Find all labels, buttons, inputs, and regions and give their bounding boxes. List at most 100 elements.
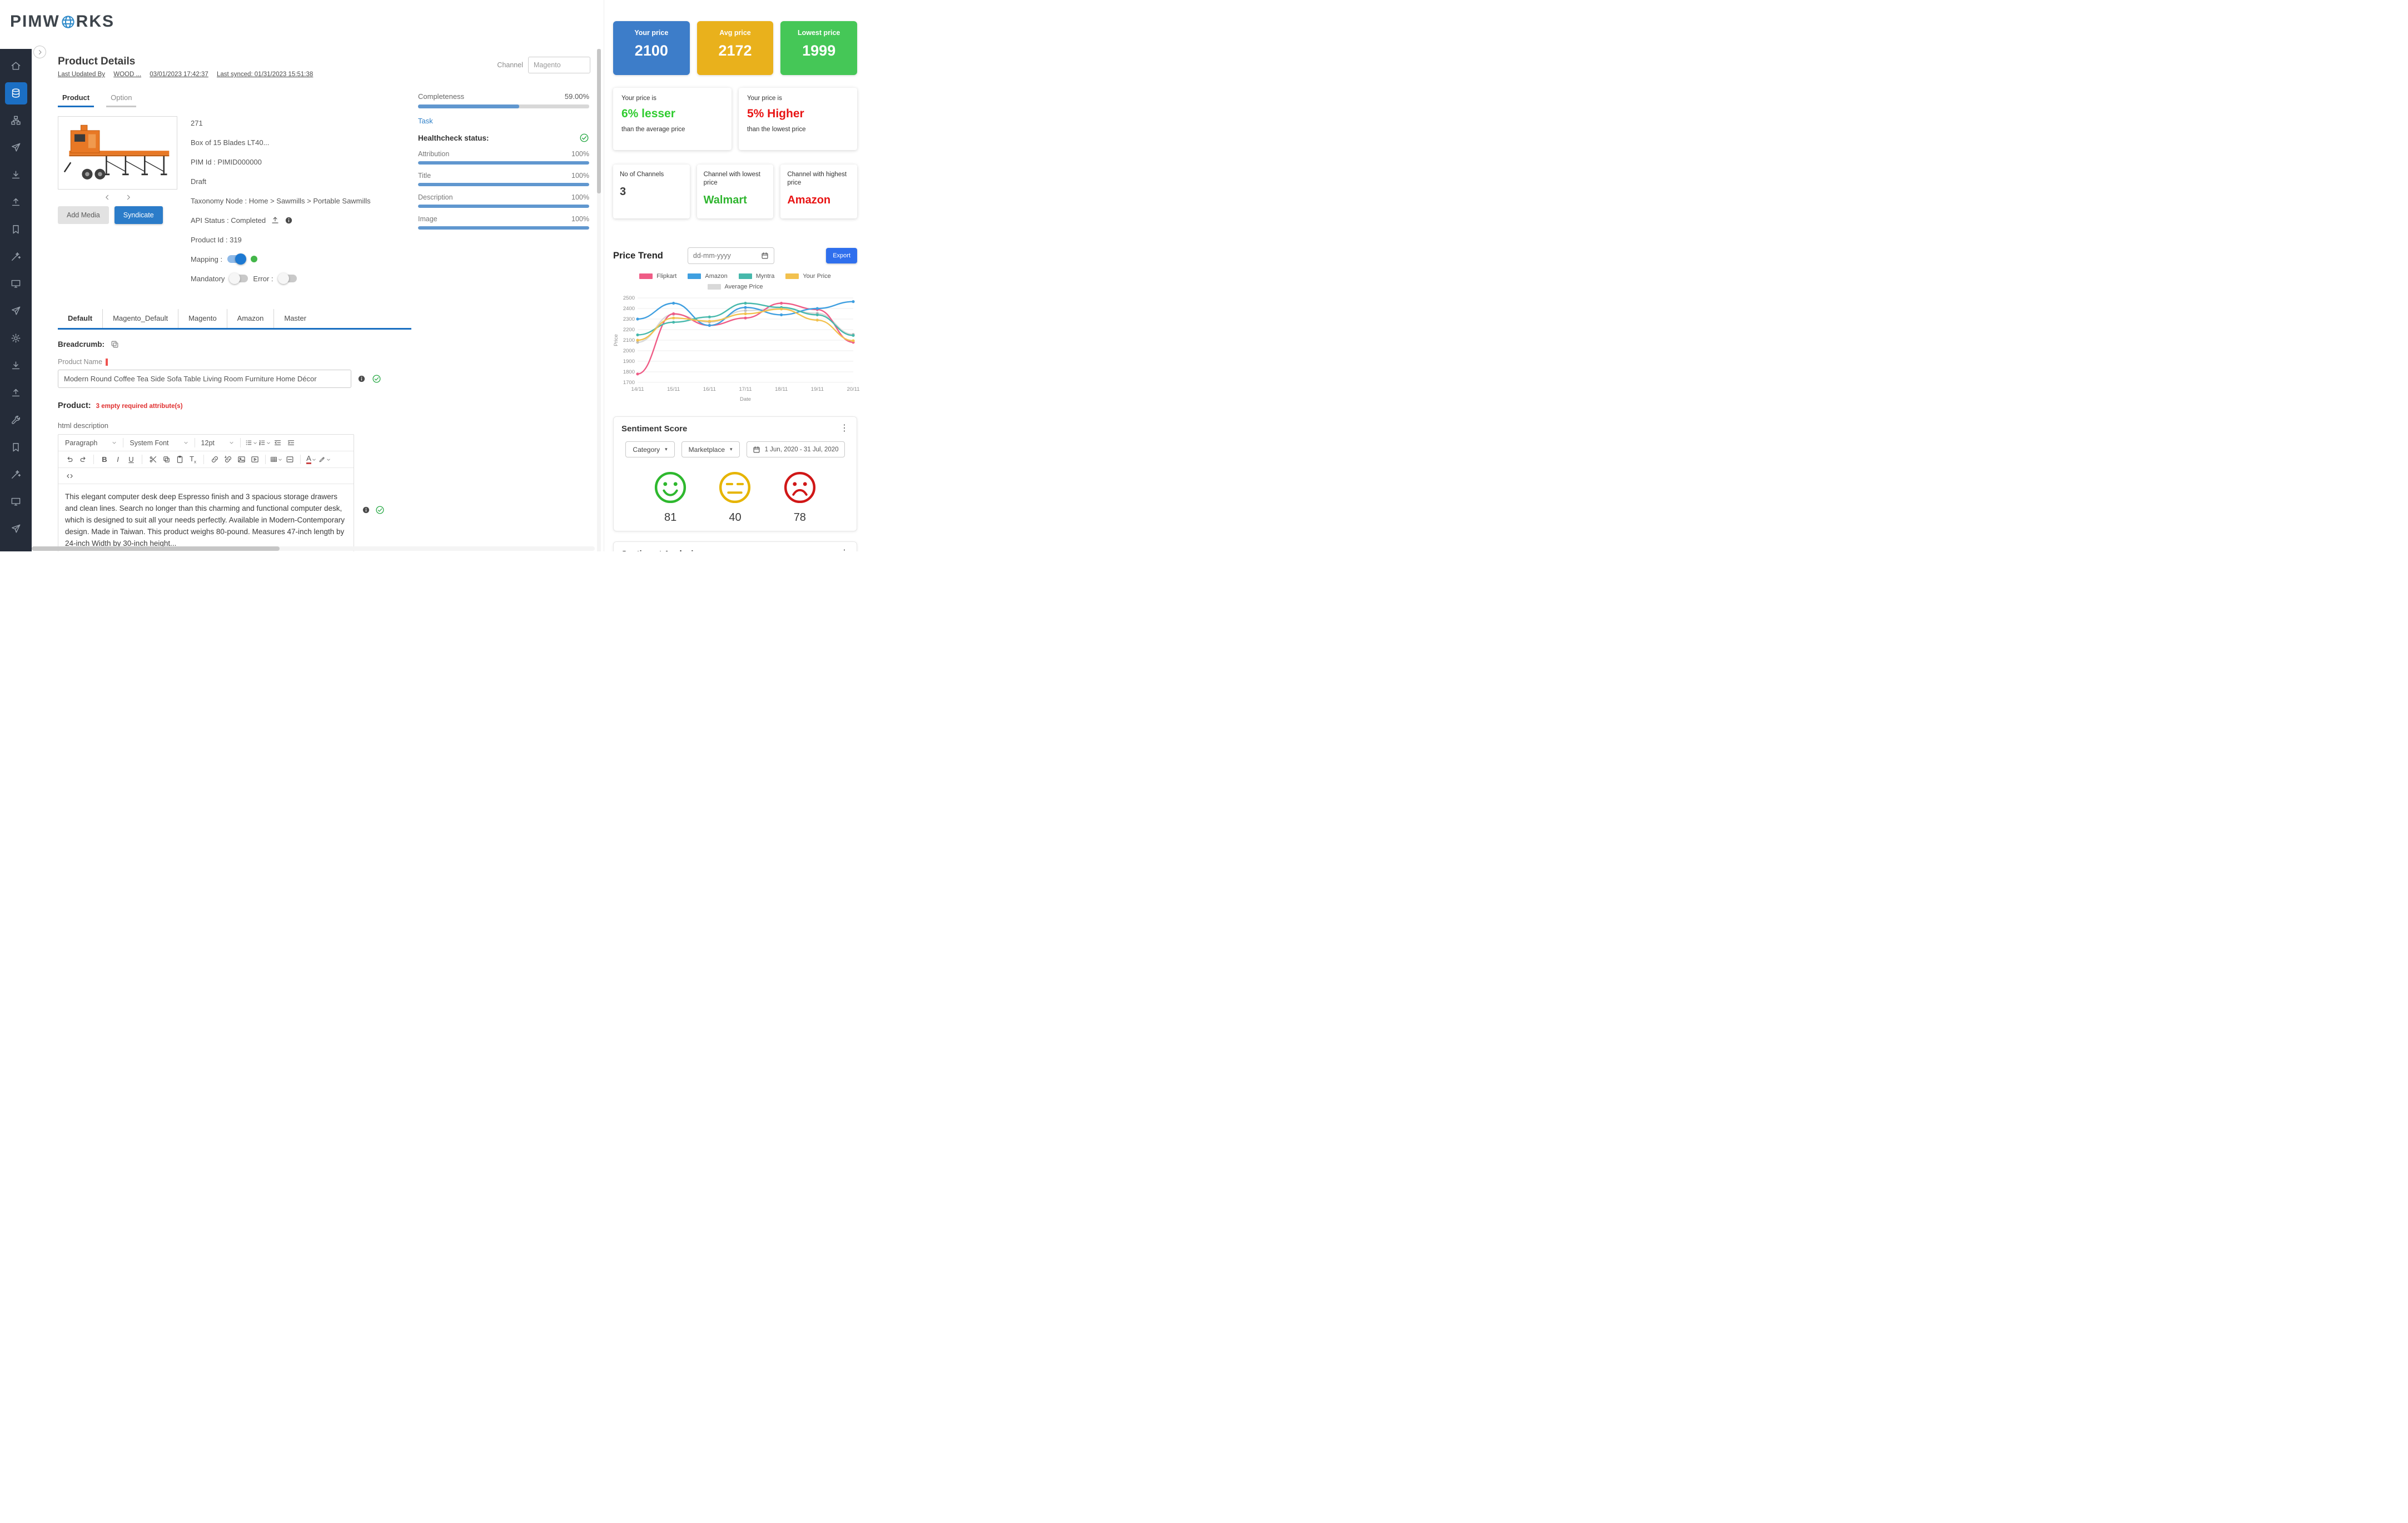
sidebar-item[interactable] bbox=[0, 434, 32, 461]
clear-format-icon[interactable]: Tx bbox=[190, 454, 196, 465]
html-description-content[interactable]: This elegant computer desk deep Espresso… bbox=[65, 492, 345, 548]
channel-tab[interactable]: Amazon bbox=[226, 309, 274, 328]
caret-down-icon: ▾ bbox=[665, 446, 668, 452]
syndicate-button[interactable]: Syndicate bbox=[114, 206, 163, 224]
copy-icon[interactable] bbox=[160, 454, 172, 466]
negative-score: 78 bbox=[793, 511, 806, 524]
sidebar-item[interactable] bbox=[0, 161, 32, 188]
copy-icon[interactable] bbox=[110, 340, 120, 349]
sidebar-item[interactable] bbox=[0, 461, 32, 488]
info-icon[interactable] bbox=[285, 216, 293, 225]
compare-prefix: Your price is bbox=[621, 95, 656, 102]
sentiment-date-range[interactable]: 1 Jun, 2020 - 31 Jul, 2020 bbox=[746, 441, 845, 457]
last-updated-by[interactable]: WOOD ... bbox=[113, 71, 142, 78]
link-icon[interactable] bbox=[208, 454, 221, 466]
add-media-button[interactable]: Add Media bbox=[58, 206, 109, 224]
stat-label: No of Channels bbox=[620, 171, 664, 178]
svg-text:17/11: 17/11 bbox=[739, 386, 752, 392]
negative-sentiment: 78 bbox=[782, 470, 818, 524]
list-ol-icon[interactable] bbox=[258, 437, 271, 449]
completeness-progress-bar bbox=[418, 104, 589, 108]
sidebar-item[interactable] bbox=[0, 352, 32, 379]
carousel-next-icon[interactable] bbox=[125, 194, 132, 201]
marketplace-dropdown[interactable]: Marketplace ▾ bbox=[681, 441, 740, 457]
task-link[interactable]: Task bbox=[418, 117, 433, 125]
list-ul-icon[interactable] bbox=[245, 437, 257, 449]
product-name-input[interactable] bbox=[58, 370, 351, 388]
image-icon[interactable] bbox=[235, 454, 247, 466]
code-icon[interactable] bbox=[63, 470, 76, 482]
stat-value: Amazon bbox=[787, 194, 831, 206]
price-card-label: Lowest price bbox=[797, 29, 840, 37]
mapping-label: Mapping : bbox=[191, 255, 223, 263]
channel-tab[interactable]: Magento bbox=[178, 309, 227, 328]
upload-icon[interactable] bbox=[271, 216, 280, 225]
info-icon[interactable] bbox=[357, 375, 366, 383]
editor-select-1[interactable]: System Font bbox=[127, 439, 190, 447]
category-dropdown[interactable]: Category ▾ bbox=[625, 441, 675, 457]
sidebar-item[interactable] bbox=[0, 270, 32, 297]
positive-sentiment: 81 bbox=[653, 470, 688, 524]
mapping-status-dot bbox=[251, 256, 258, 262]
channel-tab[interactable]: Default bbox=[58, 309, 102, 328]
legend-item: Myntra bbox=[738, 273, 774, 280]
kebab-menu-icon[interactable]: ⋮ bbox=[840, 424, 849, 433]
cut-icon[interactable] bbox=[147, 454, 159, 466]
product-sku: 271 bbox=[191, 118, 203, 127]
font-color-icon[interactable]: A bbox=[305, 454, 317, 466]
editor-select-0[interactable]: Paragraph bbox=[63, 439, 119, 447]
sidebar-item[interactable] bbox=[0, 134, 32, 161]
collapse-sidebar-button[interactable] bbox=[33, 46, 46, 58]
price-trend-date-picker[interactable] bbox=[687, 247, 774, 264]
legend-item: Amazon bbox=[688, 273, 728, 280]
paste-icon[interactable] bbox=[173, 454, 186, 466]
tab-label: Product bbox=[62, 93, 90, 102]
sidebar-item[interactable] bbox=[0, 488, 32, 515]
product-option-tab[interactable]: Option bbox=[106, 90, 137, 107]
sidebar-item[interactable] bbox=[0, 325, 32, 352]
healthcheck-item: Attribution 100% bbox=[418, 150, 589, 165]
unlink-icon[interactable] bbox=[222, 454, 234, 466]
product-option-tab[interactable]: Product bbox=[58, 90, 94, 107]
last-updated-label[interactable]: Last Updated By bbox=[58, 71, 106, 78]
calendar-icon[interactable] bbox=[761, 252, 769, 260]
sidebar-item[interactable] bbox=[0, 243, 32, 270]
vertical-scrollbar[interactable] bbox=[597, 49, 601, 551]
channel-tab[interactable]: Magento_Default bbox=[102, 309, 178, 328]
sidebar-item[interactable] bbox=[0, 188, 32, 216]
underline-icon[interactable]: U bbox=[128, 455, 134, 464]
sidebar-item[interactable] bbox=[0, 406, 32, 434]
mapping-toggle[interactable] bbox=[227, 253, 247, 265]
sidebar-item[interactable] bbox=[0, 79, 32, 107]
kebab-menu-icon[interactable]: ⋮ bbox=[840, 549, 849, 552]
channel-input[interactable] bbox=[528, 57, 590, 73]
error-toggle[interactable] bbox=[277, 273, 297, 284]
redo-icon[interactable] bbox=[77, 454, 89, 466]
sidebar-item[interactable] bbox=[0, 107, 32, 134]
date-input[interactable] bbox=[693, 252, 749, 260]
editor-toolbar-row1: Paragraph System Font 12pt bbox=[58, 435, 354, 451]
indent-icon[interactable] bbox=[285, 437, 297, 449]
table-icon[interactable] bbox=[270, 454, 282, 466]
channel-tab[interactable]: Master bbox=[273, 309, 316, 328]
sidebar-item[interactable] bbox=[0, 515, 32, 542]
bold-icon[interactable]: B bbox=[102, 455, 107, 464]
sidebar-item[interactable] bbox=[0, 297, 32, 325]
horizontal-scrollbar[interactable] bbox=[32, 546, 595, 551]
italic-icon[interactable]: I bbox=[117, 455, 119, 464]
product-image[interactable] bbox=[58, 116, 177, 190]
export-button[interactable]: Export bbox=[826, 248, 857, 263]
legend-swatch bbox=[707, 284, 721, 290]
video-icon[interactable] bbox=[248, 454, 261, 466]
editor-select-2[interactable]: 12pt bbox=[199, 439, 236, 447]
mandatory-toggle[interactable] bbox=[229, 273, 248, 284]
sidebar-item[interactable] bbox=[0, 379, 32, 406]
sidebar-item[interactable] bbox=[0, 52, 32, 79]
carousel-prev-icon[interactable] bbox=[104, 194, 111, 201]
outdent-icon[interactable] bbox=[272, 437, 284, 449]
undo-icon[interactable] bbox=[63, 454, 76, 466]
hr-icon[interactable] bbox=[283, 454, 296, 466]
sidebar-item[interactable] bbox=[0, 216, 32, 243]
highlight-icon[interactable] bbox=[319, 454, 331, 466]
info-icon[interactable] bbox=[362, 506, 370, 514]
